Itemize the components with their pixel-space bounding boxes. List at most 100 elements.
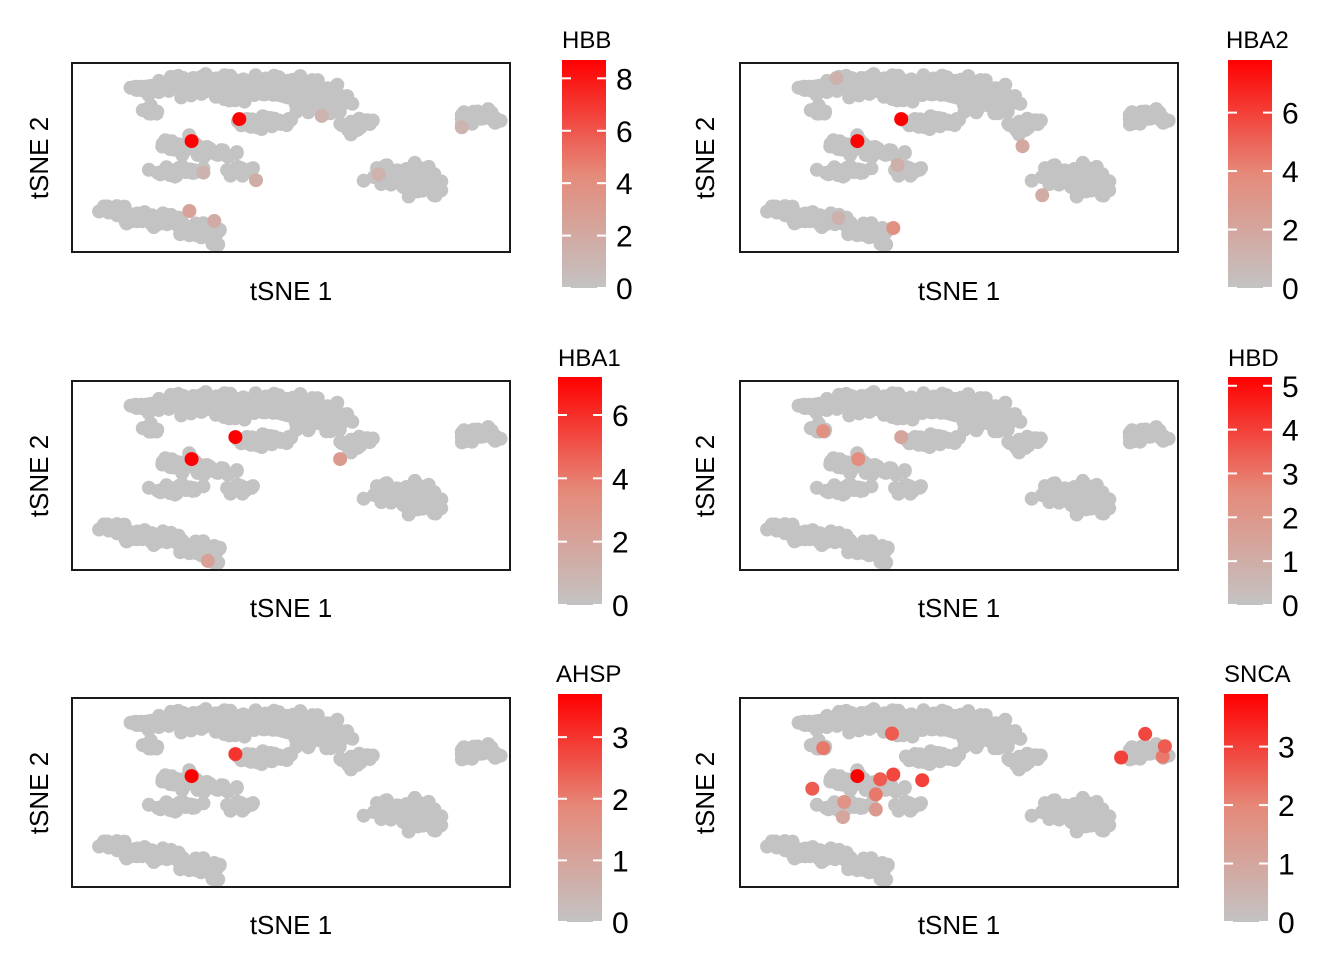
cell-point [265, 391, 280, 406]
cell-point [853, 390, 868, 404]
cell-point [856, 862, 871, 877]
cell-point [193, 465, 208, 480]
expressing-cell-point [886, 221, 901, 235]
legend-tick-label: 0 [1282, 273, 1299, 306]
cell-point [933, 708, 948, 723]
cell-point [999, 723, 1014, 738]
legend-tick-label: 0 [612, 590, 629, 623]
expressing-cell-point [831, 211, 846, 225]
expressing-cell-point [890, 158, 905, 173]
cell-point [156, 395, 171, 410]
expressing-cell-point [200, 553, 215, 568]
cell-point [264, 754, 279, 769]
expressing-cell-point [1114, 750, 1129, 765]
cell-point [898, 794, 913, 809]
cell-point [313, 717, 328, 732]
cell-point [187, 798, 202, 813]
expressing-cell-point [333, 452, 348, 467]
cell-cloud [760, 67, 1176, 253]
color-bar [1228, 60, 1272, 288]
cell-point [379, 799, 394, 814]
cell-point [865, 395, 880, 410]
cell-point [866, 702, 881, 717]
cell-point [137, 523, 152, 538]
cell-point [853, 707, 868, 721]
cell-point [910, 162, 925, 177]
plot-frame [71, 697, 511, 888]
cell-point [485, 109, 500, 124]
cell-point [197, 77, 212, 92]
cell-point [878, 556, 893, 571]
cell-point [428, 823, 443, 838]
cell-point [155, 139, 170, 154]
cell-point [207, 145, 222, 160]
cell-point [242, 797, 257, 812]
cell-point [296, 713, 311, 728]
legend-tick-label: 4 [1282, 156, 1299, 189]
color-bar [558, 694, 602, 922]
cell-point [969, 105, 984, 120]
cell-point [142, 106, 157, 121]
cell-point [988, 95, 1003, 110]
cell-point [415, 182, 430, 197]
cell-point [122, 210, 137, 225]
cell-point [790, 845, 805, 860]
cell-point [964, 396, 979, 411]
legend-tick-label: 0 [1278, 907, 1295, 940]
cell-point [1153, 109, 1168, 124]
x-axis-label: tSNE 1 [918, 593, 1000, 623]
cell-point [823, 139, 838, 154]
expressing-cell-point [249, 173, 263, 188]
cell-point [904, 77, 919, 92]
cell-point [875, 145, 890, 160]
expressing-cell-point [805, 781, 820, 796]
cell-point [823, 457, 838, 472]
cell-point [279, 433, 294, 447]
cell-point [805, 205, 820, 220]
cell-point [242, 480, 257, 495]
cell-point [168, 847, 183, 862]
cell-point [150, 483, 165, 498]
color-bar [1228, 377, 1272, 605]
cell-point [818, 800, 833, 815]
cell-point [933, 391, 948, 406]
cell-point [301, 423, 316, 438]
cell-point [897, 145, 912, 160]
cell-point [878, 83, 893, 98]
cell-point [856, 227, 871, 242]
expressing-cell-point [868, 802, 883, 817]
cell-point [251, 397, 266, 412]
expressing-cell-point [894, 112, 909, 127]
cell-point [855, 481, 870, 496]
panel-hba2: tSNE 1 tSNE 2 HBA2 0 2 4 6 [690, 27, 1299, 306]
cell-point [1001, 751, 1016, 766]
cell-point [898, 749, 913, 764]
cell-point [875, 463, 890, 478]
legend-tick-label: 0 [1282, 590, 1299, 623]
cell-point [415, 817, 430, 832]
expressing-cell-point [228, 747, 243, 762]
legend-tick-label: 1 [612, 845, 629, 878]
cell-point [245, 750, 260, 765]
cell-point [185, 707, 200, 721]
cell-point [313, 400, 328, 415]
color-bar [1224, 694, 1268, 922]
cell-point [265, 708, 280, 723]
cell-point [188, 862, 203, 877]
x-axis-label: tSNE 1 [918, 276, 1000, 306]
cell-point [919, 397, 934, 412]
cell-point [465, 742, 479, 757]
cell-point [207, 780, 222, 795]
cell-point [856, 545, 871, 560]
cell-point [142, 741, 157, 756]
expressing-cell-point [371, 167, 386, 182]
cell-point [855, 163, 870, 178]
color-legend: 0 2 4 6 8 [562, 60, 633, 306]
cell-point [805, 840, 820, 855]
cell-point [155, 457, 170, 472]
plot-frame [739, 62, 1179, 253]
legend-title: HBB [562, 27, 611, 54]
cell-point [1017, 756, 1032, 771]
expressing-cell-point [1015, 139, 1030, 154]
cell-cloud [92, 385, 508, 571]
